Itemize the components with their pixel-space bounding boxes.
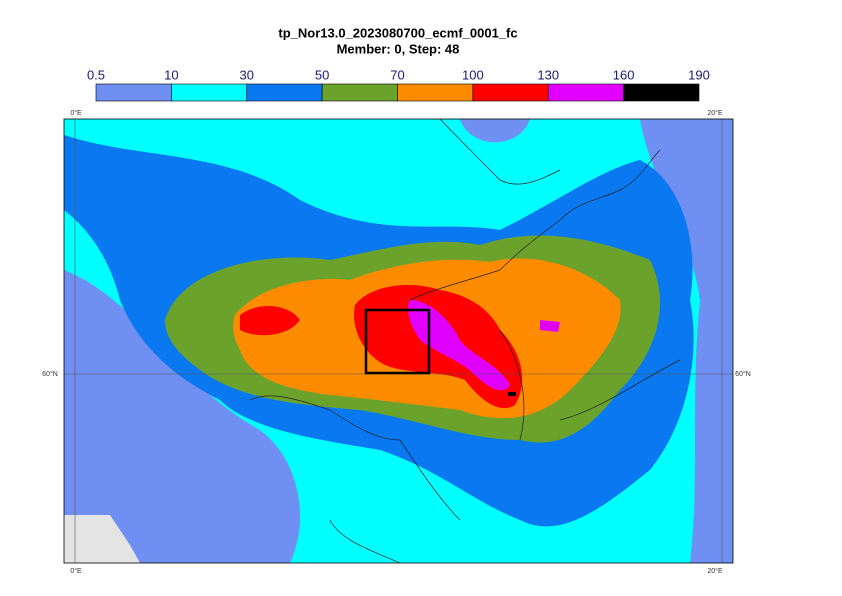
domain-box: [364, 308, 431, 375]
lat-label: 60°N: [42, 370, 58, 378]
colorbar-label: 0.5: [87, 67, 105, 82]
colorbar-segment: [246, 83, 323, 102]
colorbar-label: 30: [240, 67, 254, 82]
coastline: [249, 119, 681, 563]
map: 0°E 0°E 20°E 20°E 60°N 60°N: [42, 109, 751, 575]
colorbar-segment: [623, 83, 700, 102]
colorbar-segment: [321, 83, 398, 102]
field: [640, 119, 733, 563]
lat-label: 60°N: [735, 370, 751, 378]
field: [240, 305, 300, 336]
field: [64, 270, 300, 563]
colorbar-label: 190: [688, 67, 710, 82]
no-data: [64, 515, 140, 563]
lon-label: 0°E: [70, 567, 82, 575]
title: tp_Nor13.0_2023080700_ecmf_0001_fc: [278, 25, 517, 40]
lon-label: 20°E: [707, 109, 723, 117]
colorbar-segment: [171, 83, 248, 102]
colorbar-segment: [472, 83, 549, 102]
colorbar-label: 10: [164, 67, 178, 82]
colorbar-segment: [397, 83, 474, 102]
colorbar-label: 50: [315, 67, 329, 82]
colorbar-label: 160: [613, 67, 635, 82]
field: [460, 119, 530, 143]
map-frame: [63, 118, 734, 564]
field: [408, 300, 510, 391]
lon-label: 0°E: [70, 109, 82, 117]
colorbar-label: 70: [390, 67, 404, 82]
field: [540, 320, 560, 332]
colorbar-label: 100: [462, 67, 484, 82]
colorbar-label: 130: [537, 67, 559, 82]
colorbar: 0.5 10 30 50 70 100 130 160 190: [87, 67, 710, 102]
subtitle: Member: 0, Step: 48: [337, 41, 460, 56]
field: [508, 392, 516, 396]
colorbar-segment: [95, 83, 172, 102]
colorbar-segment: [547, 83, 624, 102]
lon-label: 20°E: [707, 567, 723, 575]
